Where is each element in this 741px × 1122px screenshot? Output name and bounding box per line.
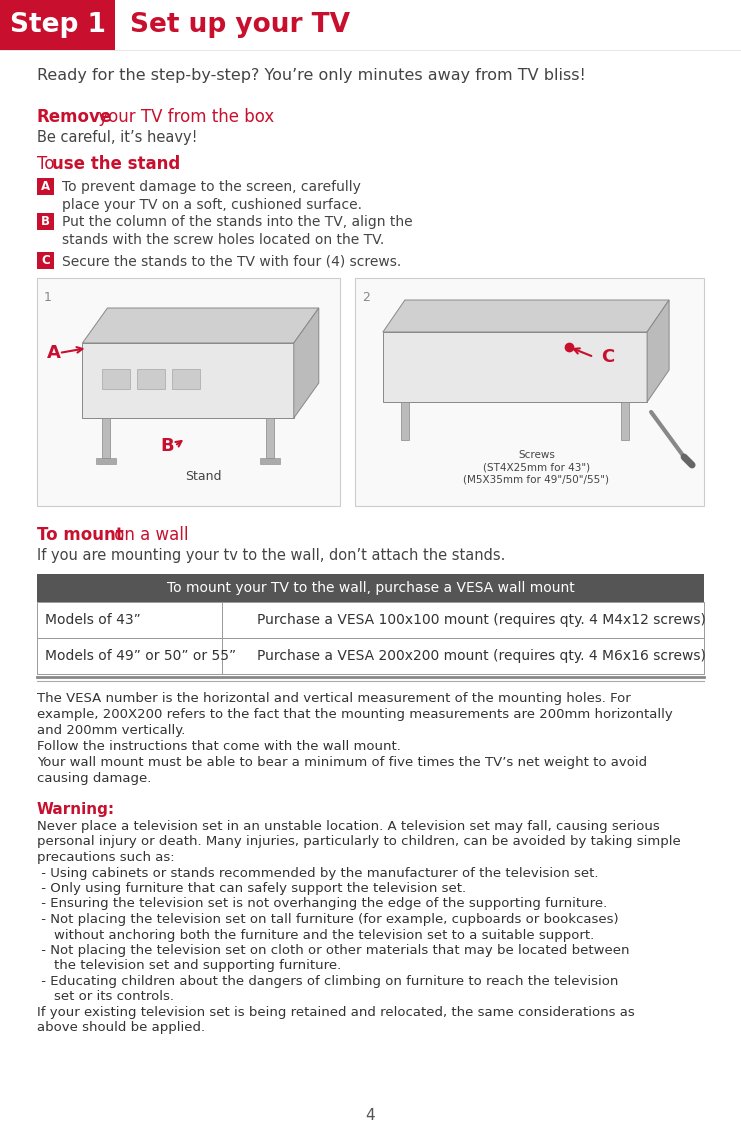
Text: the television set and supporting furniture.: the television set and supporting furnit… <box>37 959 342 973</box>
Text: A: A <box>47 344 61 362</box>
Text: Set up your TV: Set up your TV <box>130 12 350 38</box>
Text: Never place a television set in an unstable location. A television set may fall,: Never place a television set in an unsta… <box>37 820 659 833</box>
Text: Stand: Stand <box>185 470 222 482</box>
Text: 1: 1 <box>44 291 52 304</box>
Bar <box>37 278 340 506</box>
Text: Models of 49” or 50” or 55”: Models of 49” or 50” or 55” <box>45 649 236 663</box>
Text: without anchoring both the furniture and the television set to a suitable suppor: without anchoring both the furniture and… <box>37 929 594 941</box>
Text: 2: 2 <box>362 291 370 304</box>
Bar <box>260 458 280 465</box>
Polygon shape <box>647 300 669 402</box>
Text: To prevent damage to the screen, carefully
place your TV on a soft, cushioned su: To prevent damage to the screen, careful… <box>62 180 362 212</box>
Text: Step 1: Step 1 <box>10 12 106 38</box>
Text: B: B <box>161 436 174 456</box>
Text: Purchase a VESA 100x100 mount (requires qty. 4 M4x12 screws): Purchase a VESA 100x100 mount (requires … <box>257 613 706 627</box>
Text: Secure the stands to the TV with four (4) screws.: Secure the stands to the TV with four (4… <box>62 254 401 268</box>
Bar <box>355 278 704 506</box>
Bar <box>37 638 704 674</box>
Text: To mount: To mount <box>37 526 124 544</box>
Text: - Educating children about the dangers of climbing on furniture to reach the tel: - Educating children about the dangers o… <box>37 975 619 988</box>
Text: Put the column of the stands into the TV, align the
stands with the screw holes : Put the column of the stands into the TV… <box>62 215 413 247</box>
Text: your TV from the box: your TV from the box <box>93 108 274 126</box>
Text: Ready for the step-by-step? You’re only minutes away from TV bliss!: Ready for the step-by-step? You’re only … <box>37 68 585 83</box>
Text: If you are mounting your tv to the wall, don’t attach the stands.: If you are mounting your tv to the wall,… <box>37 548 505 563</box>
Bar <box>401 402 409 440</box>
Bar <box>96 458 116 465</box>
Bar <box>102 419 110 458</box>
Bar <box>37 178 54 195</box>
Text: If your existing television set is being retained and relocated, the same consid: If your existing television set is being… <box>37 1006 635 1019</box>
Text: Follow the instructions that come with the wall mount.: Follow the instructions that come with t… <box>37 741 401 753</box>
Text: Warning:: Warning: <box>37 802 115 817</box>
Text: above should be applied.: above should be applied. <box>37 1021 205 1034</box>
Text: - Only using furniture that can safely support the television set.: - Only using furniture that can safely s… <box>37 882 466 895</box>
Bar <box>137 369 165 389</box>
Text: C: C <box>41 254 50 267</box>
Text: precautions such as:: precautions such as: <box>37 850 175 864</box>
Bar <box>37 603 704 638</box>
Text: causing damage.: causing damage. <box>37 772 151 785</box>
Text: on a wall: on a wall <box>109 526 188 544</box>
Text: - Using cabinets or stands recommended by the manufacturer of the television set: - Using cabinets or stands recommended b… <box>37 866 599 880</box>
Text: To mount your TV to the wall, purchase a VESA wall mount: To mount your TV to the wall, purchase a… <box>167 581 574 595</box>
Text: A: A <box>41 180 50 193</box>
Text: 4: 4 <box>366 1109 375 1122</box>
Text: - Not placing the television set on cloth or other materials that may be located: - Not placing the television set on clot… <box>37 944 630 957</box>
Text: set or its controls.: set or its controls. <box>37 991 174 1003</box>
Text: use the stand: use the stand <box>52 155 180 173</box>
Text: The VESA number is the horizontal and vertical measurement of the mounting holes: The VESA number is the horizontal and ve… <box>37 692 631 705</box>
Text: Models of 43”: Models of 43” <box>45 613 141 627</box>
Polygon shape <box>383 300 669 332</box>
Text: and 200mm vertically.: and 200mm vertically. <box>37 724 185 737</box>
Polygon shape <box>293 309 319 419</box>
Polygon shape <box>82 343 293 419</box>
Bar <box>0 0 115 50</box>
Bar <box>173 369 201 389</box>
Text: B: B <box>41 215 50 228</box>
Text: Purchase a VESA 200x200 mount (requires qty. 4 M6x16 screws): Purchase a VESA 200x200 mount (requires … <box>257 649 706 663</box>
Bar <box>37 252 54 269</box>
Text: C: C <box>601 348 614 366</box>
Text: personal injury or death. Many injuries, particularly to children, can be avoide: personal injury or death. Many injuries,… <box>37 836 681 848</box>
Bar <box>37 213 54 230</box>
Bar <box>266 419 273 458</box>
Polygon shape <box>82 309 319 343</box>
Text: example, 200X200 refers to the fact that the mounting measurements are 200mm hor: example, 200X200 refers to the fact that… <box>37 708 673 721</box>
Text: - Ensuring the television set is not overhanging the edge of the supporting furn: - Ensuring the television set is not ove… <box>37 898 608 910</box>
Polygon shape <box>383 332 647 402</box>
Text: - Not placing the television set on tall furniture (for example, cupboards or bo: - Not placing the television set on tall… <box>37 913 619 926</box>
Bar <box>37 574 704 603</box>
Text: Be careful, it’s heavy!: Be careful, it’s heavy! <box>37 130 198 145</box>
Bar <box>621 402 629 440</box>
Text: Your wall mount must be able to bear a minimum of five times the TV’s net weight: Your wall mount must be able to bear a m… <box>37 756 647 769</box>
Text: To: To <box>37 155 60 173</box>
Text: Remove: Remove <box>37 108 112 126</box>
Bar <box>102 369 130 389</box>
Text: Screws
(ST4X25mm for 43")
(M5X35mm for 49"/50"/55"): Screws (ST4X25mm for 43") (M5X35mm for 4… <box>463 450 610 485</box>
